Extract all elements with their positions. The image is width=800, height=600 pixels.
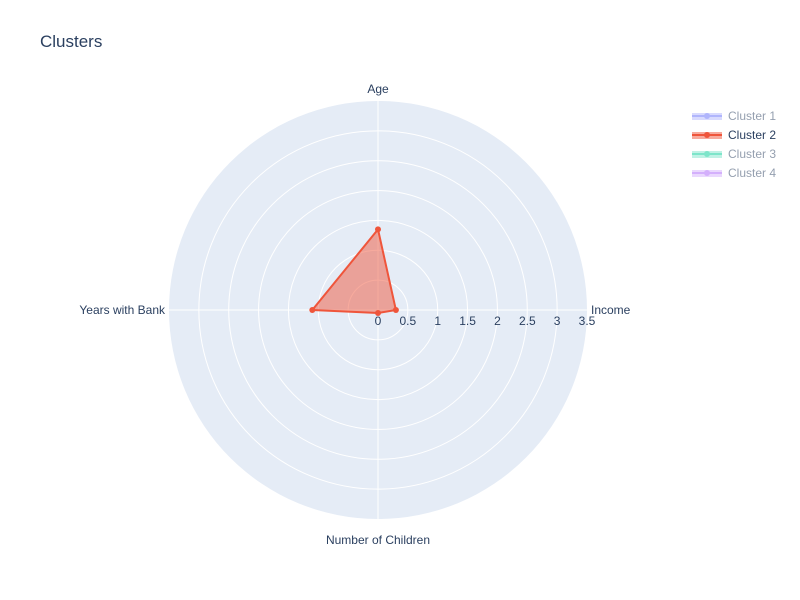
series-layer bbox=[309, 226, 399, 316]
radial-tick-label: 1 bbox=[434, 314, 441, 328]
legend-item[interactable]: Cluster 2 bbox=[692, 125, 776, 144]
legend-label: Cluster 2 bbox=[728, 127, 777, 142]
legend-swatch-icon bbox=[692, 111, 722, 121]
axis-label: Age bbox=[367, 82, 389, 96]
legend-label: Cluster 1 bbox=[728, 108, 777, 123]
axis-label: Years with Bank bbox=[79, 303, 166, 317]
data-point[interactable] bbox=[375, 309, 381, 316]
radial-tick-label: 0 bbox=[375, 314, 382, 328]
legend-item[interactable]: Cluster 1 bbox=[692, 106, 776, 125]
legend-swatch-icon bbox=[692, 130, 722, 140]
chart-title: Clusters bbox=[40, 32, 103, 51]
radial-tick-label: 3.5 bbox=[579, 314, 596, 328]
legend-item[interactable]: Cluster 4 bbox=[692, 163, 776, 182]
radial-tick-label: 0.5 bbox=[400, 314, 417, 328]
data-point[interactable] bbox=[375, 226, 381, 233]
axis-label: Number of Children bbox=[326, 533, 430, 547]
legend: Cluster 1 Cluster 2 Cluster 3 Cluster 4 bbox=[692, 106, 776, 182]
legend-label: Cluster 3 bbox=[728, 146, 777, 161]
radial-tick-label: 3 bbox=[554, 314, 561, 328]
axis-labels: Income Age Years with Bank Number of Childr… bbox=[79, 82, 630, 547]
radial-tick-label: 1.5 bbox=[459, 314, 476, 328]
legend-swatch-icon bbox=[692, 168, 722, 178]
legend-item[interactable]: Cluster 3 bbox=[692, 144, 776, 163]
legend-swatch-icon bbox=[692, 149, 722, 159]
radial-tick-label: 2 bbox=[494, 314, 501, 328]
axis-label: Income bbox=[591, 303, 631, 317]
legend-label: Cluster 4 bbox=[728, 165, 777, 180]
data-point[interactable] bbox=[309, 307, 316, 313]
radial-tick-label: 2.5 bbox=[519, 314, 536, 328]
radial-ticks: 0 0.5 1 1.5 2 2.5 3 3.5 bbox=[375, 314, 596, 328]
data-point[interactable] bbox=[392, 307, 399, 313]
